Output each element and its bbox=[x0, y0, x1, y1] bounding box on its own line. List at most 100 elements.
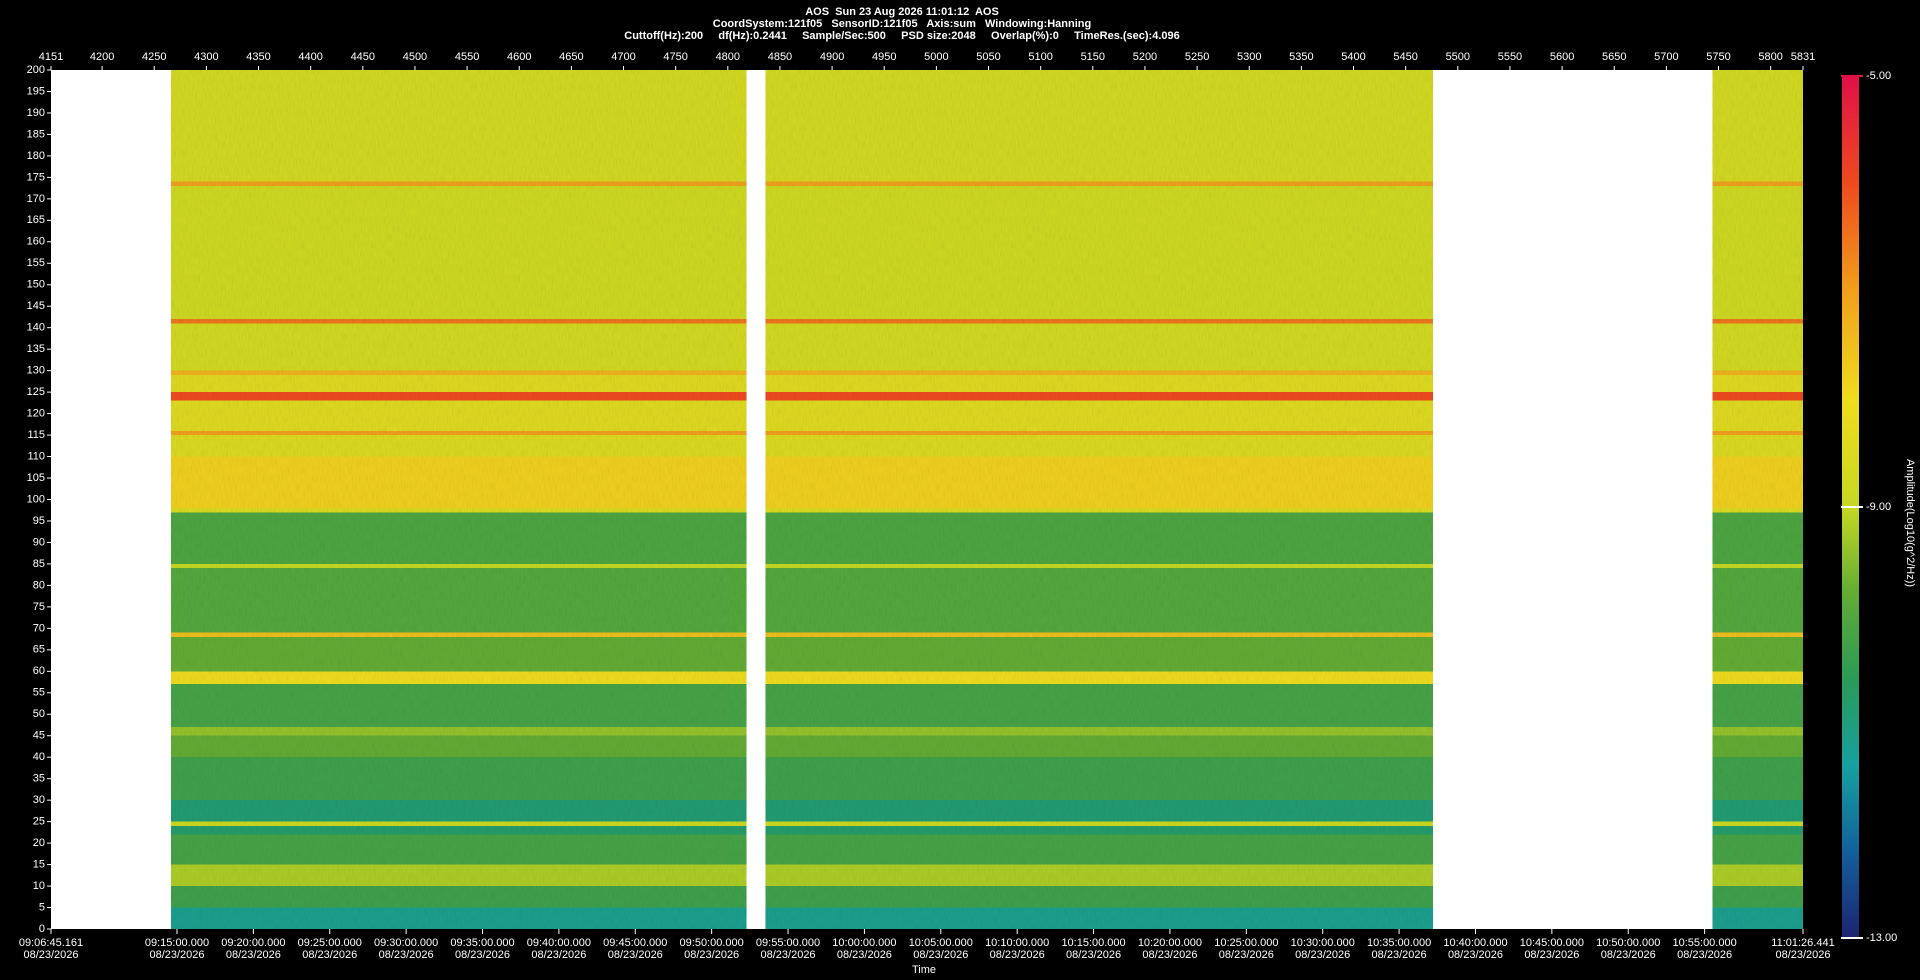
chart-subtitle: Cuttoff(Hz):200 df(Hz):0.2441 Sample/Sec… bbox=[624, 30, 1180, 42]
x-tick-label: 5300 bbox=[1237, 51, 1261, 63]
x2-tick-date: 08/23/2026 bbox=[990, 949, 1045, 961]
x2-tick-date: 08/23/2026 bbox=[1601, 949, 1656, 961]
y-tick-label: 45 bbox=[33, 730, 45, 742]
x2-tick-date: 08/23/2026 bbox=[1219, 949, 1274, 961]
x2-tick-date: 08/23/2026 bbox=[531, 949, 586, 961]
x2-tick-date: 08/23/2026 bbox=[1142, 949, 1197, 961]
y-tick-label: 75 bbox=[33, 601, 45, 613]
y-tick-label: 15 bbox=[33, 858, 45, 870]
y-tick-label: 150 bbox=[27, 279, 45, 291]
x-tick-label: 4450 bbox=[351, 51, 375, 63]
x2-tick-label: 10:45:00.000 bbox=[1520, 937, 1584, 949]
x-tick-label: 4750 bbox=[663, 51, 687, 63]
y-tick-label: 80 bbox=[33, 579, 45, 591]
colorbar-tick-label: -9.00 bbox=[1866, 501, 1891, 513]
chart-subtitle: CoordSystem:121f05 SensorID:121f05 Axis:… bbox=[713, 18, 1091, 30]
x-tick-label: 5200 bbox=[1133, 51, 1157, 63]
y-tick-label: 5 bbox=[39, 901, 45, 913]
x-axis-label: Time bbox=[912, 964, 936, 976]
x2-tick-date: 08/23/2026 bbox=[1448, 949, 1503, 961]
y-tick-label: 55 bbox=[33, 687, 45, 699]
x-tick-label: 5000 bbox=[924, 51, 948, 63]
y-tick-label: 25 bbox=[33, 816, 45, 828]
y-tick-label: 10 bbox=[33, 880, 45, 892]
y-tick-label: 0 bbox=[39, 923, 45, 935]
y-tick-label: 165 bbox=[27, 214, 45, 226]
x-tick-label: 5700 bbox=[1654, 51, 1678, 63]
x2-tick-label: 09:25:00.000 bbox=[298, 937, 362, 949]
x-tick-label: 5500 bbox=[1446, 51, 1470, 63]
x2-tick-date: 08/23/2026 bbox=[684, 949, 739, 961]
x2-tick-label: 09:06:45.161 bbox=[19, 937, 83, 949]
x2-tick-label: 09:35:00.000 bbox=[450, 937, 514, 949]
x-tick-label: 4500 bbox=[403, 51, 427, 63]
x2-tick-date: 08/23/2026 bbox=[1066, 949, 1121, 961]
x-tick-label: 5050 bbox=[976, 51, 1000, 63]
x2-tick-label: 10:05:00.000 bbox=[909, 937, 973, 949]
y-tick-label: 140 bbox=[27, 322, 45, 334]
x2-tick-date: 08/23/2026 bbox=[302, 949, 357, 961]
y-tick-label: 145 bbox=[27, 300, 45, 312]
y-tick-label: 170 bbox=[27, 193, 45, 205]
y-tick-label: 30 bbox=[33, 794, 45, 806]
x2-tick-date: 08/23/2026 bbox=[761, 949, 816, 961]
y-tick-label: 190 bbox=[27, 107, 45, 119]
y-tick-label: 130 bbox=[27, 365, 45, 377]
x-tick-label: 4900 bbox=[820, 51, 844, 63]
x2-tick-date: 08/23/2026 bbox=[1775, 949, 1830, 961]
x-tick-label: 4300 bbox=[194, 51, 218, 63]
x-tick-label: 4950 bbox=[872, 51, 896, 63]
x2-tick-label: 10:50:00.000 bbox=[1596, 937, 1660, 949]
y-tick-label: 35 bbox=[33, 773, 45, 785]
y-tick-label: 180 bbox=[27, 150, 45, 162]
x-tick-label: 4250 bbox=[142, 51, 166, 63]
noise-texture bbox=[765, 70, 1433, 929]
y-tick-label: 100 bbox=[27, 493, 45, 505]
x-tick-label: 4850 bbox=[768, 51, 792, 63]
x-tick-label: 4200 bbox=[90, 51, 114, 63]
x2-tick-label: 10:00:00.000 bbox=[832, 937, 896, 949]
y-tick-label: 155 bbox=[27, 257, 45, 269]
x2-tick-date: 08/23/2026 bbox=[1372, 949, 1427, 961]
y-tick-label: 60 bbox=[33, 665, 45, 677]
y-tick-label: 195 bbox=[27, 85, 45, 97]
x2-tick-label: 10:10:00.000 bbox=[985, 937, 1049, 949]
colorbar-label: Amplitude(Log10(g^2/Hz)) bbox=[1904, 459, 1916, 587]
noise-texture bbox=[170, 70, 747, 929]
x-tick-label: 4800 bbox=[716, 51, 740, 63]
y-tick-label: 200 bbox=[27, 64, 45, 76]
x2-tick-date: 08/23/2026 bbox=[608, 949, 663, 961]
x2-tick-label: 10:20:00.000 bbox=[1138, 937, 1202, 949]
x-tick-label: 4151 bbox=[39, 51, 63, 63]
x2-tick-date: 08/23/2026 bbox=[1524, 949, 1579, 961]
x-tick-label: 5150 bbox=[1081, 51, 1105, 63]
x2-tick-date: 08/23/2026 bbox=[149, 949, 204, 961]
x-tick-label: 4350 bbox=[246, 51, 270, 63]
x2-tick-label: 09:40:00.000 bbox=[527, 937, 591, 949]
colorbar-tick-label: -5.00 bbox=[1866, 70, 1891, 82]
x2-tick-label: 10:55:00.000 bbox=[1672, 937, 1736, 949]
colorbar-tick-label: -13.00 bbox=[1866, 932, 1897, 944]
x2-tick-label: 10:15:00.000 bbox=[1061, 937, 1125, 949]
y-tick-label: 105 bbox=[27, 472, 45, 484]
x2-tick-date: 08/23/2026 bbox=[837, 949, 892, 961]
y-tick-label: 95 bbox=[33, 515, 45, 527]
y-tick-label: 175 bbox=[27, 171, 45, 183]
x2-tick-label: 09:20:00.000 bbox=[221, 937, 285, 949]
x2-tick-date: 08/23/2026 bbox=[1295, 949, 1350, 961]
y-tick-label: 135 bbox=[27, 343, 45, 355]
x2-tick-date: 08/23/2026 bbox=[379, 949, 434, 961]
y-tick-label: 120 bbox=[27, 408, 45, 420]
y-tick-label: 20 bbox=[33, 837, 45, 849]
x-tick-label: 4600 bbox=[507, 51, 531, 63]
x-tick-label: 4400 bbox=[298, 51, 322, 63]
x2-tick-label: 09:45:00.000 bbox=[603, 937, 667, 949]
y-tick-label: 70 bbox=[33, 622, 45, 634]
x2-tick-label: 09:15:00.000 bbox=[145, 937, 209, 949]
x-tick-label: 5800 bbox=[1758, 51, 1782, 63]
y-tick-label: 115 bbox=[27, 429, 45, 441]
x-tick-label: 4650 bbox=[559, 51, 583, 63]
x-tick-label: 4700 bbox=[611, 51, 635, 63]
y-tick-label: 125 bbox=[27, 386, 45, 398]
